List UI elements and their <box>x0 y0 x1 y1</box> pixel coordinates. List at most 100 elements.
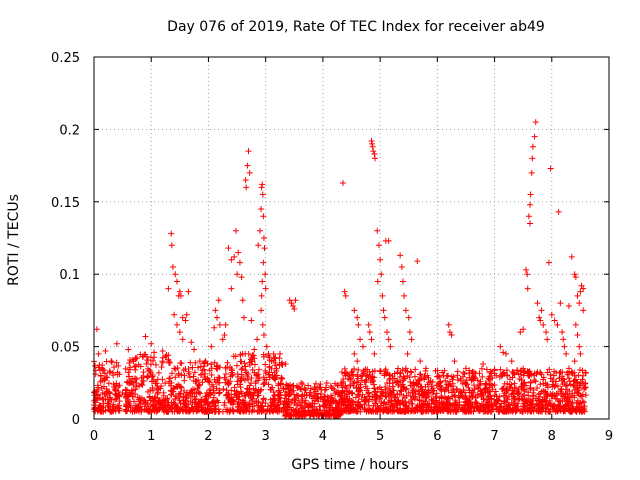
band-data-point <box>519 381 526 388</box>
band-data-point <box>267 386 274 393</box>
data-point <box>527 191 534 198</box>
band-data-point <box>413 405 420 412</box>
band-data-point <box>273 372 280 379</box>
data-point <box>417 358 424 365</box>
data-point <box>527 201 534 208</box>
band-data-point <box>546 397 553 404</box>
band-data-point <box>571 372 578 379</box>
band-data-point <box>103 374 110 381</box>
band-data-point <box>497 366 504 373</box>
data-point <box>331 387 338 394</box>
data-point <box>211 324 218 331</box>
band-data-point <box>430 391 437 398</box>
band-data-point <box>374 408 381 415</box>
band-data-point <box>274 408 281 415</box>
band-data-point <box>386 397 393 404</box>
band-data-point <box>237 358 244 365</box>
band-data-point <box>502 392 509 399</box>
band-data-point <box>213 365 220 372</box>
band-data-point <box>153 408 160 415</box>
band-data-point <box>570 378 577 385</box>
data-point <box>555 208 562 215</box>
band-data-point <box>144 400 151 407</box>
data-point <box>451 358 458 365</box>
band-data-point <box>148 408 155 415</box>
band-data-point <box>293 406 300 413</box>
band-data-point <box>545 400 552 407</box>
band-data-point <box>221 402 228 409</box>
band-data-point <box>437 386 444 393</box>
data-point <box>576 300 583 307</box>
band-data-point <box>185 368 192 375</box>
band-data-point <box>412 366 419 373</box>
band-data-point <box>365 390 372 397</box>
band-data-point <box>361 406 368 413</box>
band-data-point <box>107 396 114 403</box>
band-data-point <box>343 385 350 392</box>
y-tick-label: 0.15 <box>51 196 80 211</box>
band-data-point <box>466 394 473 401</box>
band-data-point <box>347 376 354 383</box>
data-point <box>538 307 545 314</box>
band-data-point <box>419 408 426 415</box>
band-data-point <box>306 412 313 419</box>
band-data-point <box>486 388 493 395</box>
band-data-point <box>137 400 144 407</box>
band-data-point <box>371 394 378 401</box>
band-data-point <box>92 362 99 369</box>
band-data-point <box>146 394 153 401</box>
data-point <box>176 288 183 295</box>
band-data-point <box>420 391 427 398</box>
data-point <box>497 343 504 350</box>
band-data-point <box>434 367 441 374</box>
band-data-point <box>391 375 398 382</box>
band-data-point <box>412 387 419 394</box>
y-tick-label: 0.05 <box>51 341 80 356</box>
band-data-point <box>559 381 566 388</box>
data-point <box>246 169 253 176</box>
band-data-point <box>195 364 202 371</box>
band-data-point <box>370 381 377 388</box>
data-point <box>540 321 547 328</box>
band-data-point <box>166 375 173 382</box>
band-data-point <box>516 395 523 402</box>
points-layer <box>91 119 589 420</box>
band-data-point <box>531 403 538 410</box>
data-point <box>406 329 413 336</box>
band-data-point <box>407 382 414 389</box>
band-data-point <box>420 407 427 414</box>
band-data-point <box>242 403 249 410</box>
data-point <box>445 321 452 328</box>
band-data-point <box>580 399 587 406</box>
band-data-point <box>367 375 374 382</box>
data-point <box>400 278 406 285</box>
band-data-point <box>507 376 514 383</box>
band-data-point <box>447 408 454 415</box>
band-data-point <box>499 371 506 378</box>
data-point <box>142 333 149 340</box>
data-point <box>354 358 361 365</box>
band-data-point <box>502 386 509 393</box>
band-data-point <box>395 365 402 372</box>
band-data-point <box>325 410 332 417</box>
band-data-point <box>99 389 106 396</box>
band-data-point <box>150 398 157 405</box>
band-data-point <box>347 375 354 382</box>
band-data-point <box>96 406 103 413</box>
band-data-point <box>164 395 171 402</box>
band-data-point <box>229 371 236 378</box>
band-data-point <box>154 408 161 415</box>
band-data-point <box>238 404 245 411</box>
data-point <box>368 137 375 144</box>
data-point <box>380 307 387 314</box>
data-point <box>263 343 270 350</box>
band-data-point <box>477 380 484 387</box>
band-data-point <box>260 353 267 360</box>
data-point <box>248 317 255 324</box>
band-data-point <box>566 408 573 415</box>
band-data-point <box>491 366 498 373</box>
band-data-point <box>580 372 587 379</box>
data-point <box>580 285 587 292</box>
band-data-point <box>538 371 545 378</box>
band-data-point <box>152 394 159 401</box>
